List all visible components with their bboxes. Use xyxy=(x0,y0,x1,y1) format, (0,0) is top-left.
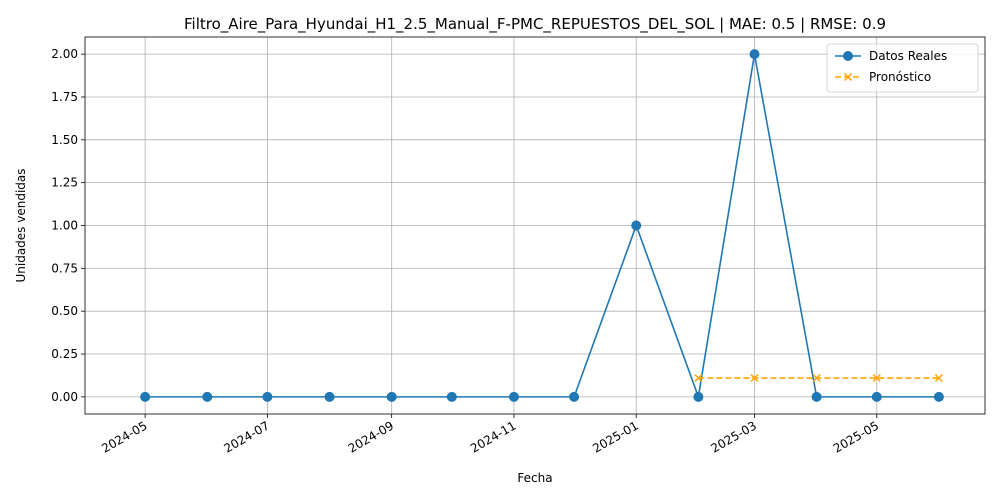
data-point xyxy=(508,391,519,402)
data-point xyxy=(694,373,703,383)
data-point xyxy=(749,49,760,60)
data-point xyxy=(569,391,580,402)
data-point xyxy=(262,391,273,402)
y-tick-label: 0.75 xyxy=(51,261,78,275)
y-tick-label: 1.25 xyxy=(51,176,78,190)
legend-marker xyxy=(843,72,853,82)
y-tick-label: 0.00 xyxy=(51,390,78,404)
data-point xyxy=(140,391,151,402)
series-actual xyxy=(140,49,944,402)
y-tick-label: 1.00 xyxy=(51,219,78,233)
data-point xyxy=(202,391,213,402)
x-tick-label: 2024-09 xyxy=(346,418,396,455)
y-tick-label: 1.50 xyxy=(51,133,78,147)
data-point xyxy=(933,391,944,402)
x-tick-label: 2024-07 xyxy=(221,418,271,455)
x-tick-label: 2025-05 xyxy=(831,418,881,455)
legend: Datos Reales Pronóstico xyxy=(826,43,979,93)
x-tick-label: 2024-05 xyxy=(99,418,149,455)
y-tick-label: 2.00 xyxy=(51,47,78,61)
grid xyxy=(85,37,985,414)
series-line xyxy=(145,53,939,401)
data-point xyxy=(324,391,335,402)
data-point xyxy=(693,391,704,402)
legend-box xyxy=(826,43,979,93)
data-point xyxy=(386,391,397,402)
x-tick-label: 2024-11 xyxy=(468,418,518,455)
data-point xyxy=(871,391,882,402)
data-point xyxy=(811,391,822,402)
y-tick-label: 0.50 xyxy=(51,304,78,318)
x-tick-label: 2025-01 xyxy=(590,418,640,455)
series-forecast xyxy=(694,373,943,383)
data-point xyxy=(446,391,457,402)
data-point xyxy=(812,373,821,383)
x-tick-label: 2025-03 xyxy=(709,418,759,455)
chart-title: Filtro_Aire_Para_Hyundai_H1_2.5_Manual_F… xyxy=(184,15,886,34)
y-axis-label: Unidades vendidas xyxy=(14,168,28,282)
legend-label: Pronóstico xyxy=(869,70,931,84)
x-axis-label: Fecha xyxy=(517,471,552,485)
series-layer xyxy=(140,49,944,402)
y-tick-label: 1.75 xyxy=(51,90,78,104)
ticks: 0.00 0.25 0.50 0.75 1.00 1.25 1.50 1.75 2.00 2024… xyxy=(51,47,881,456)
data-point xyxy=(750,373,759,383)
y-tick-label: 0.25 xyxy=(51,347,78,361)
data-point xyxy=(934,373,943,383)
legend-marker xyxy=(843,51,853,61)
data-point xyxy=(631,220,642,231)
legend-label: Datos Reales xyxy=(869,49,947,63)
data-point xyxy=(872,373,881,383)
